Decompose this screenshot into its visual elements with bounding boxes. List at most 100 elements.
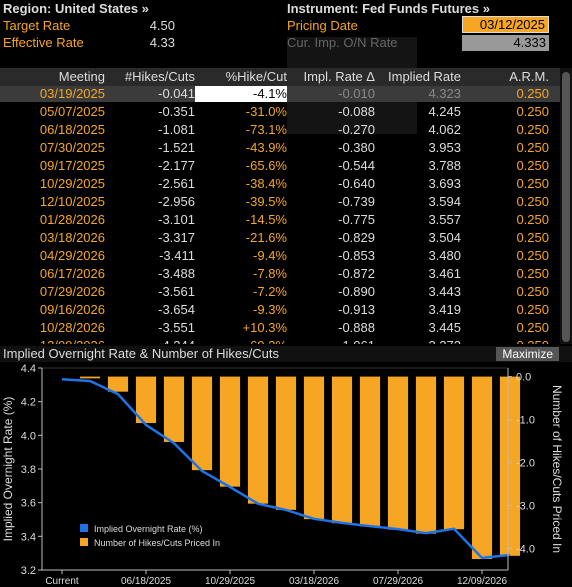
cell-pct-hike-cut: +10.3% (242, 320, 287, 335)
cell-meeting-date: 10/28/2026 (39, 320, 105, 335)
cell-meeting-date: 09/16/2026 (39, 302, 105, 317)
cell-pct-hike-cut: -38.4% (245, 176, 287, 191)
table-row[interactable]: 04/29/2026 -3.411 -9.4% -0.853 3.480 0.250 (0, 248, 560, 264)
bar-hikes-cuts (387, 376, 409, 530)
bar-hikes-cuts (191, 376, 213, 471)
table-row[interactable]: 03/19/2025 -0.041 -4.1% -0.010 4.323 0.250 (0, 86, 560, 102)
target-rate-value: 4.50 (149, 18, 175, 33)
cell-meeting-date: 03/19/2025 (39, 86, 105, 101)
right-tick-label: -2.0 (516, 458, 535, 470)
table-row[interactable]: 10/28/2026 -3.551 +10.3% -0.888 3.445 0.250 (0, 320, 560, 336)
left-tick-label: 4.0 (21, 430, 36, 442)
col-arm[interactable]: A.R.M. (509, 69, 549, 84)
chart-title: Implied Overnight Rate & Number of Hikes… (3, 346, 279, 361)
cell-arm: 0.250 (516, 248, 549, 263)
legend-box (76, 520, 244, 554)
cell-hikes-cuts: -1.521 (158, 140, 195, 155)
bar-hikes-cuts (79, 376, 101, 379)
table-row[interactable]: 09/17/2025 -2.177 -65.6% -0.544 3.788 0.250 (0, 158, 560, 174)
left-tick-label: 4.2 (21, 397, 36, 409)
cell-arm: 0.250 (516, 86, 549, 101)
cell-pct-hike-cut: -21.6% (245, 230, 287, 245)
cell-implied-rate: 3.461 (428, 266, 461, 281)
cell-meeting-date: 05/07/2025 (39, 104, 105, 119)
cell-implied-rate: 3.445 (428, 320, 461, 335)
cell-meeting-date: 03/18/2026 (39, 230, 105, 245)
table-row[interactable]: 06/18/2025 -1.081 -73.1% -0.270 4.062 0.250 (0, 122, 560, 138)
col-meeting[interactable]: Meeting (58, 69, 105, 84)
cell-impl-rate-delta: -0.913 (338, 302, 375, 317)
instrument-selector[interactable]: Instrument: Fed Funds Futures » (287, 1, 490, 16)
table-row[interactable]: 12/10/2025 -2.956 -39.5% -0.739 3.594 0.250 (0, 194, 560, 210)
table-row[interactable]: 01/28/2026 -3.101 -14.5% -0.775 3.557 0.250 (0, 212, 560, 228)
region-panel: Region: United States » Target Rate 4.50 … (3, 0, 203, 51)
cell-pct-hike-cut: -73.1% (245, 122, 287, 137)
target-rate-label: Target Rate (3, 18, 71, 33)
cell-implied-rate: 3.504 (428, 230, 461, 245)
cell-hikes-cuts: -2.561 (158, 176, 195, 191)
table-row[interactable]: 05/07/2025 -0.351 -31.0% -0.088 4.245 0.250 (0, 104, 560, 120)
cell-arm: 0.250 (516, 212, 549, 227)
cell-pct-hike-cut: -4.1% (195, 86, 287, 102)
left-tick-label: 3.8 (21, 464, 36, 476)
bar-hikes-cuts (359, 376, 381, 527)
cell-impl-rate-delta: -0.829 (338, 230, 375, 245)
col-hikes-cuts[interactable]: #Hikes/Cuts (124, 69, 195, 84)
cell-arm: 0.250 (516, 266, 549, 281)
table-row[interactable]: 12/09/2026-4.244-69.3%-1.0613.2720.250 (0, 338, 560, 344)
table-row[interactable]: 07/29/2026 -3.561 -7.2% -0.890 3.443 0.250 (0, 284, 560, 300)
table-scroll-thumb[interactable] (562, 72, 570, 342)
cell-pct-hike-cut: -9.4% (253, 248, 287, 263)
cell-impl-rate-delta: -0.270 (338, 122, 375, 137)
cell-hikes-cuts: -1.081 (158, 122, 195, 137)
left-tick-label: 3.6 (21, 498, 36, 510)
pricing-date-input[interactable]: 03/12/2025 (462, 16, 549, 33)
table-row[interactable]: 03/18/2026 -3.317 -21.6% -0.829 3.504 0.250 (0, 230, 560, 246)
cell-impl-rate-delta: -0.544 (338, 158, 375, 173)
cell-meeting-date: 10/29/2025 (39, 176, 105, 191)
bar-hikes-cuts (331, 376, 353, 524)
legend-swatch-line (80, 524, 88, 532)
cell-implied-rate: 4.245 (428, 104, 461, 119)
cell-implied-rate: 3.443 (428, 284, 461, 299)
region-selector[interactable]: Region: United States » (3, 1, 149, 16)
cur-imp-rate-input[interactable]: 4.333 (462, 35, 549, 51)
cell-meeting-date: 07/29/2026 (39, 284, 105, 299)
cell-arm: 0.250 (516, 302, 549, 317)
maximize-button[interactable]: Maximize (496, 347, 559, 361)
cell-pct-hike-cut: -43.9% (245, 140, 287, 155)
cell-arm: 0.250 (461, 338, 549, 344)
instrument-panel: Instrument: Fed Funds Futures » Pricing … (287, 0, 572, 51)
cell-pct-hike-cut: -65.6% (245, 158, 287, 173)
cell-impl-rate-delta: -0.775 (338, 212, 375, 227)
cell-pct-hike-cut: -69.3% (195, 338, 287, 344)
table-row[interactable]: 09/16/2026 -3.654 -9.3% -0.913 3.419 0.250 (0, 302, 560, 318)
cell-implied-rate: 3.272 (375, 338, 461, 344)
cell-impl-rate-delta: -0.088 (338, 104, 375, 119)
bar-hikes-cuts (247, 376, 269, 504)
meetings-table: Meeting #Hikes/Cuts %Hike/Cut Impl. Rate… (0, 68, 560, 344)
cell-hikes-cuts: -0.041 (158, 86, 195, 101)
effective-rate-value: 4.33 (149, 35, 175, 50)
table-row[interactable]: 07/30/2025 -1.521 -43.9% -0.380 3.953 0.250 (0, 140, 560, 156)
col-implied-rate[interactable]: Implied Rate (388, 69, 461, 84)
right-axis-title: Number of Hikes/Cuts Priced In (550, 385, 564, 553)
cell-arm: 0.250 (516, 122, 549, 137)
cell-implied-rate: 4.323 (428, 86, 461, 101)
cell-meeting-date: 06/18/2025 (39, 122, 105, 137)
pricing-date-label: Pricing Date (287, 18, 358, 33)
cell-meeting-date: 09/17/2025 (39, 158, 105, 173)
table-row[interactable]: 06/17/2026 -3.488 -7.8% -0.872 3.461 0.250 (0, 266, 560, 282)
cell-arm: 0.250 (516, 158, 549, 173)
x-tick-label: 10/29/2025 (205, 576, 255, 587)
bar-hikes-cuts (415, 376, 437, 534)
col-pct-hike-cut[interactable]: %Hike/Cut (225, 69, 287, 84)
col-impl-rate-delta[interactable]: Impl. Rate Δ (303, 69, 375, 84)
legend-label-bar: Number of Hikes/Cuts Priced In (94, 538, 220, 548)
table-row[interactable]: 10/29/2025 -2.561 -38.4% -0.640 3.693 0.250 (0, 176, 560, 192)
cell-impl-rate-delta: -0.380 (338, 140, 375, 155)
cell-arm: 0.250 (516, 320, 549, 335)
cell-implied-rate: 3.953 (428, 140, 461, 155)
right-tick-label: -1.0 (516, 415, 535, 427)
cell-arm: 0.250 (516, 284, 549, 299)
